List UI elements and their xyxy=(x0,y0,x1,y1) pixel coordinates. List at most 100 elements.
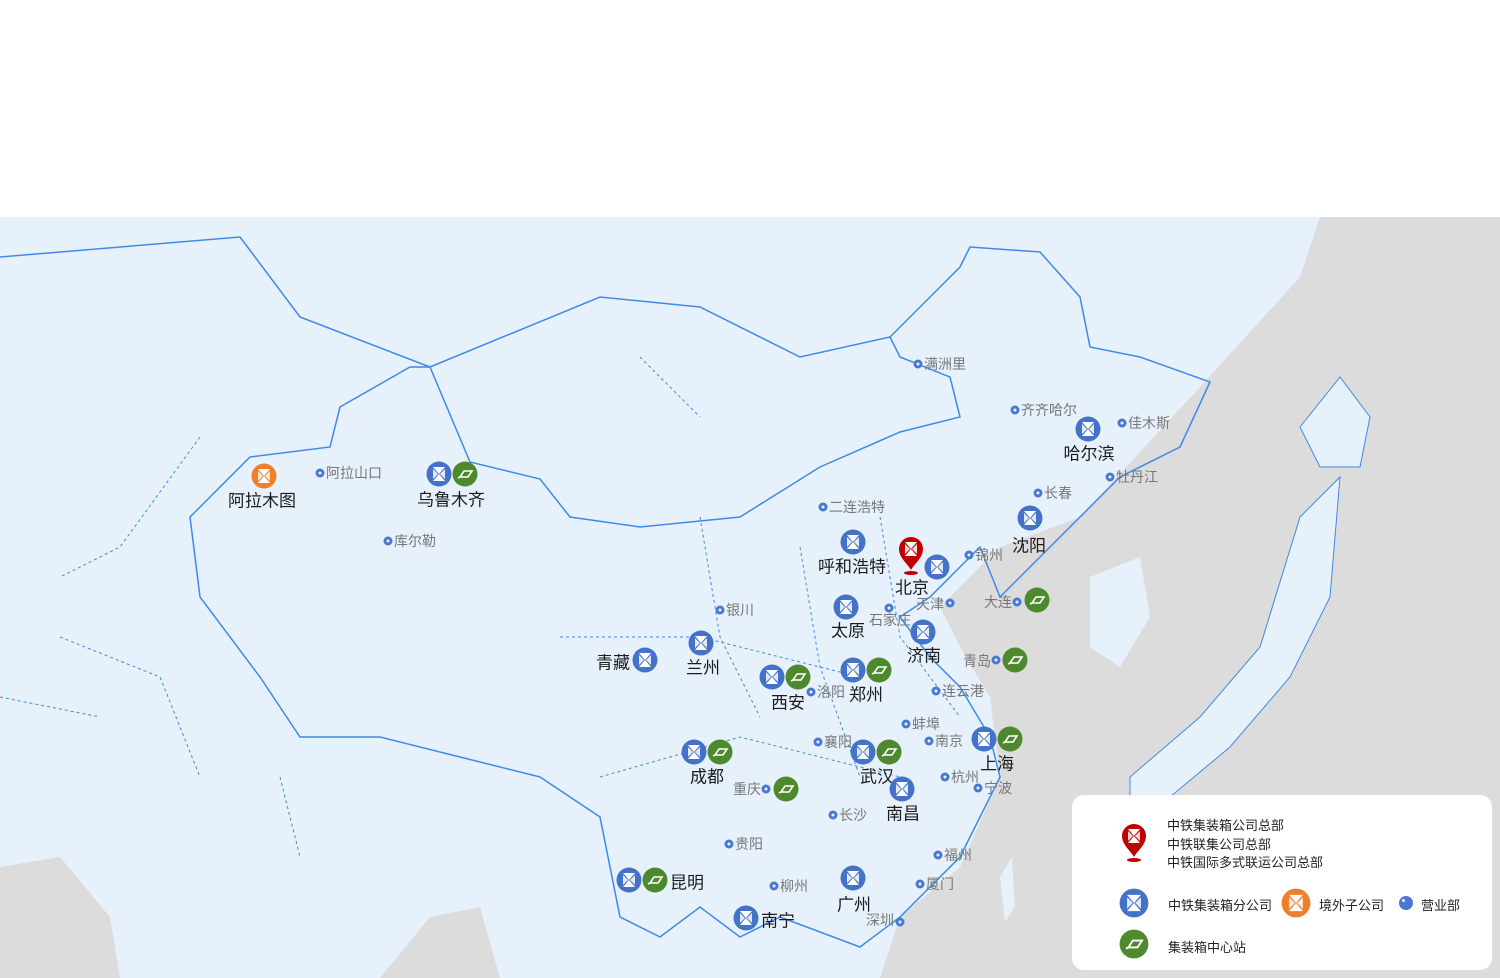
city-label: 南京 xyxy=(935,734,963,750)
branch-marker[interactable] xyxy=(910,619,936,645)
office-marker[interactable] xyxy=(813,737,823,747)
city-label: 郑州 xyxy=(849,685,883,706)
hub-marker[interactable] xyxy=(997,726,1023,752)
office-marker[interactable] xyxy=(964,550,974,560)
city-label: 西安 xyxy=(771,693,805,714)
branch-marker[interactable] xyxy=(681,739,707,765)
city-label: 库尔勒 xyxy=(394,534,436,550)
branch-marker[interactable] xyxy=(840,529,866,555)
branch-marker[interactable] xyxy=(1075,416,1101,442)
legend-office-label: 营业部 xyxy=(1421,899,1461,914)
office-marker[interactable] xyxy=(1010,405,1020,415)
branch-marker[interactable] xyxy=(688,630,714,656)
office-marker[interactable] xyxy=(915,879,925,889)
office-marker[interactable] xyxy=(940,772,950,782)
branch-marker[interactable] xyxy=(426,461,452,487)
legend-hub-label: 集装箱中心站 xyxy=(1168,941,1247,956)
hokkaido-region xyxy=(1299,376,1371,468)
city-label: 佳木斯 xyxy=(1128,416,1170,432)
legend-hq-label-3: 中铁国际多式联运公司总部 xyxy=(1167,856,1324,871)
city-label: 贵阳 xyxy=(735,837,763,853)
hq-pin-icon xyxy=(1121,823,1147,863)
office-marker[interactable] xyxy=(383,536,393,546)
office-marker[interactable] xyxy=(806,687,816,697)
city-label: 武汉 xyxy=(860,767,894,788)
city-label: 乌鲁木齐 xyxy=(417,490,485,511)
city-label: 二连浩特 xyxy=(829,500,885,516)
office-marker[interactable] xyxy=(828,810,838,820)
hub-marker[interactable] xyxy=(876,739,902,765)
office-marker[interactable] xyxy=(724,839,734,849)
hub-marker[interactable] xyxy=(1024,587,1050,613)
city-label: 广州 xyxy=(837,895,871,916)
city-label: 厦门 xyxy=(926,877,954,893)
branch-marker[interactable] xyxy=(840,657,866,683)
city-label: 锦州 xyxy=(975,548,1003,564)
branch-marker[interactable] xyxy=(1017,505,1043,531)
legend-overseas-label: 境外子公司 xyxy=(1319,899,1385,914)
branch-marker[interactable] xyxy=(924,554,950,580)
hub-marker[interactable] xyxy=(1002,647,1028,673)
office-marker[interactable] xyxy=(895,917,905,927)
office-marker[interactable] xyxy=(991,655,1001,665)
office-marker[interactable] xyxy=(315,468,325,478)
branch-marker[interactable] xyxy=(889,776,915,802)
branch-marker[interactable] xyxy=(616,867,642,893)
hub-marker[interactable] xyxy=(452,461,478,487)
office-marker[interactable] xyxy=(1105,472,1115,482)
map[interactable]: 阿拉木图 阿拉山口 乌鲁木齐 库尔勒 满洲里 齐齐哈尔 哈尔滨 佳木斯 牡丹江 长春 沈阳 二连浩特呼… xyxy=(0,217,1500,978)
office-marker[interactable] xyxy=(1012,597,1022,607)
office-marker[interactable] xyxy=(818,502,828,512)
office-marker[interactable] xyxy=(761,784,771,794)
branch-marker[interactable] xyxy=(840,865,866,891)
office-marker[interactable] xyxy=(924,736,934,746)
city-label: 蚌埠 xyxy=(912,717,940,733)
branch-marker[interactable] xyxy=(833,594,859,620)
bottom-region xyxy=(380,907,500,978)
city-label: 阿拉山口 xyxy=(326,466,382,482)
city-label: 连云港 xyxy=(942,684,984,700)
hub-marker[interactable] xyxy=(642,867,668,893)
office-marker[interactable] xyxy=(933,850,943,860)
city-label: 青藏 xyxy=(596,653,630,674)
city-label: 福州 xyxy=(944,848,972,864)
city-label: 洛阳 xyxy=(817,685,845,701)
hq-pin-marker[interactable] xyxy=(898,536,924,576)
city-label: 长春 xyxy=(1044,486,1072,502)
office-marker[interactable] xyxy=(715,605,725,615)
city-label: 青岛 xyxy=(963,654,991,670)
office-marker[interactable] xyxy=(1033,488,1043,498)
office-marker[interactable] xyxy=(931,686,941,696)
city-label: 阿拉木图 xyxy=(228,491,296,512)
branch-icon xyxy=(1119,888,1149,918)
office-marker[interactable] xyxy=(945,598,955,608)
city-label: 石家庄 xyxy=(869,613,911,629)
branch-marker[interactable] xyxy=(733,905,759,931)
hub-marker[interactable] xyxy=(866,657,892,683)
branch-marker[interactable] xyxy=(850,739,876,765)
office-marker[interactable] xyxy=(901,719,911,729)
branch-marker[interactable] xyxy=(759,664,785,690)
overseas-marker[interactable] xyxy=(251,463,277,489)
office-marker[interactable] xyxy=(1117,418,1127,428)
city-label: 柳州 xyxy=(780,879,808,895)
city-label: 天津 xyxy=(916,597,944,613)
office-marker[interactable] xyxy=(884,603,894,613)
hub-icon xyxy=(1119,929,1149,959)
office-marker[interactable] xyxy=(769,881,779,891)
city-label: 南宁 xyxy=(761,911,795,932)
legend-hq-label-2: 中铁联集公司总部 xyxy=(1167,837,1272,853)
province-borders xyxy=(0,356,961,858)
branch-marker[interactable] xyxy=(632,647,658,673)
city-label: 深圳 xyxy=(866,913,894,929)
hub-marker[interactable] xyxy=(773,776,799,802)
office-marker[interactable] xyxy=(973,783,983,793)
hub-marker[interactable] xyxy=(707,739,733,765)
legend-branch-label: 中铁集装箱分公司 xyxy=(1168,899,1273,914)
hub-marker[interactable] xyxy=(785,664,811,690)
city-label: 宁波 xyxy=(984,781,1012,797)
korea-region xyxy=(1090,557,1150,667)
branch-marker[interactable] xyxy=(971,726,997,752)
city-label: 襄阳 xyxy=(824,735,852,751)
office-marker[interactable] xyxy=(913,359,923,369)
